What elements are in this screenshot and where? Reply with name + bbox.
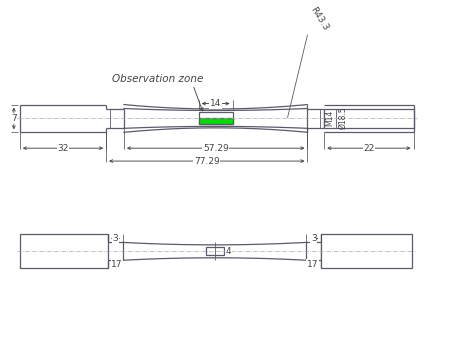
Text: 3: 3 xyxy=(311,234,317,243)
Text: 77.29: 77.29 xyxy=(194,157,219,165)
Text: 3: 3 xyxy=(113,234,118,243)
Bar xyxy=(321,235,411,268)
Bar xyxy=(324,108,413,128)
Bar xyxy=(20,235,108,268)
Text: Ø18.5: Ø18.5 xyxy=(338,106,347,129)
Text: 14: 14 xyxy=(210,99,221,108)
Bar xyxy=(206,247,224,255)
Text: 4: 4 xyxy=(226,247,231,256)
Text: 57.29: 57.29 xyxy=(203,144,228,153)
Text: Observation zone: Observation zone xyxy=(112,74,204,84)
Bar xyxy=(199,118,233,124)
Bar xyxy=(199,113,233,124)
Text: 17: 17 xyxy=(111,260,123,269)
Text: 32: 32 xyxy=(57,144,69,153)
Text: 7: 7 xyxy=(11,114,17,123)
Text: 17: 17 xyxy=(307,260,318,269)
Text: 22: 22 xyxy=(363,144,374,153)
Text: M14: M14 xyxy=(326,109,335,125)
Text: R43.3: R43.3 xyxy=(309,6,330,33)
